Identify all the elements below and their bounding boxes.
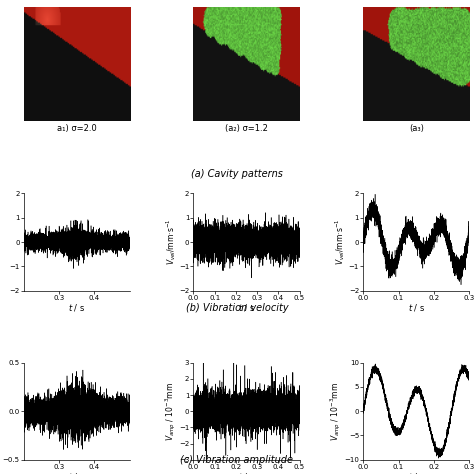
- X-axis label: $t$ / s: $t$ / s: [238, 471, 255, 474]
- X-axis label: (a₃): (a₃): [409, 124, 424, 133]
- X-axis label: $t$ / s: $t$ / s: [68, 471, 85, 474]
- X-axis label: (a₂) σ=1.2: (a₂) σ=1.2: [225, 124, 268, 133]
- Text: (a) Cavity patterns: (a) Cavity patterns: [191, 169, 283, 179]
- Y-axis label: $V_{vel}$/mm·s$^{-1}$: $V_{vel}$/mm·s$^{-1}$: [164, 219, 177, 265]
- X-axis label: $t$ / s: $t$ / s: [238, 302, 255, 313]
- X-axis label: a₁) σ=2.0: a₁) σ=2.0: [57, 124, 97, 133]
- Y-axis label: $V_{amp}$ / 10$^{-3}$mm: $V_{amp}$ / 10$^{-3}$mm: [328, 382, 343, 441]
- Text: (b) Vibration velocity: (b) Vibration velocity: [186, 303, 288, 313]
- X-axis label: $t$ / s: $t$ / s: [68, 302, 85, 313]
- Text: (c) Vibration amplitude: (c) Vibration amplitude: [181, 455, 293, 465]
- X-axis label: $t$ / s: $t$ / s: [408, 471, 425, 474]
- X-axis label: $t$ / s: $t$ / s: [408, 302, 425, 313]
- Y-axis label: $V_{amp}$ / 10$^{-3}$mm: $V_{amp}$ / 10$^{-3}$mm: [163, 382, 177, 441]
- Y-axis label: $V_{vel}$/mm·s$^{-1}$: $V_{vel}$/mm·s$^{-1}$: [333, 219, 347, 265]
